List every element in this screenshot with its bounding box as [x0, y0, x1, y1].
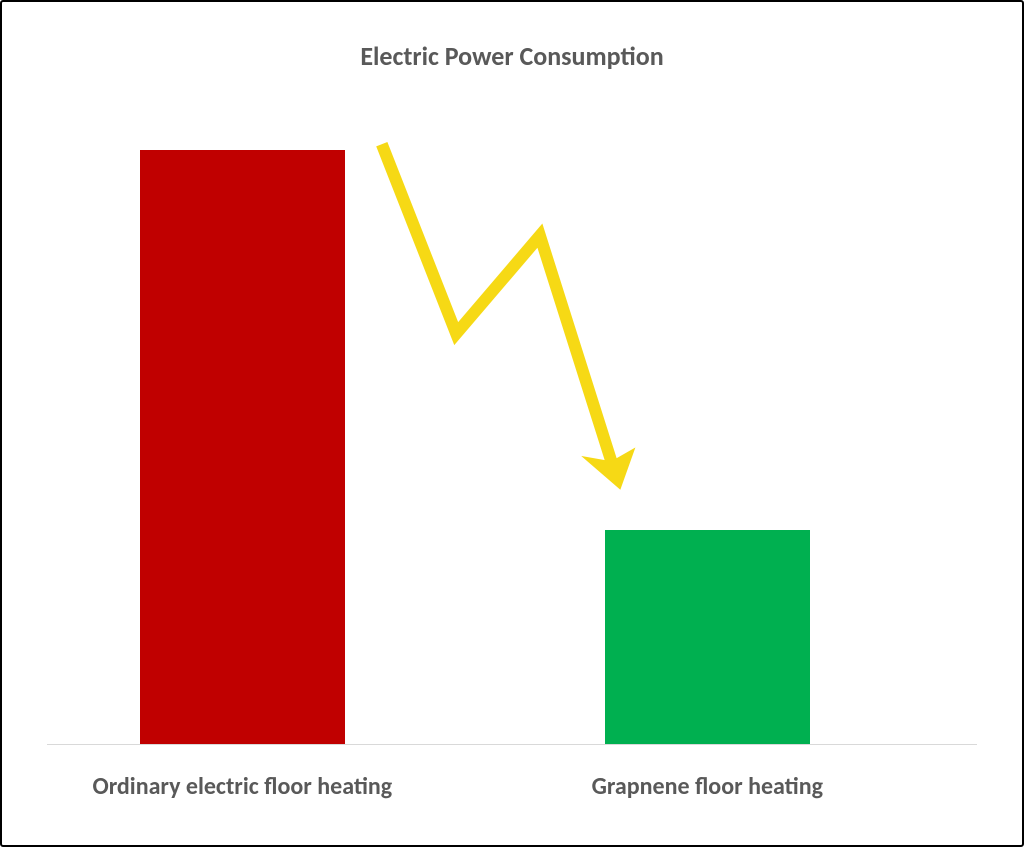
- x-label-ordinary: Ordinary electric floor heating: [92, 772, 392, 801]
- bar-graphene: [605, 530, 810, 744]
- chart-title: Electric Power Consumption: [22, 40, 1002, 72]
- x-label-graphene: Grapnene floor heating: [592, 772, 823, 801]
- x-axis-labels: Ordinary electric floor heating Grapnene…: [47, 760, 977, 810]
- chart-container: Electric Power Consumption Ordinary elec…: [0, 0, 1024, 847]
- x-axis-baseline: [47, 744, 977, 745]
- bar-ordinary: [140, 150, 345, 744]
- plot-area: [47, 92, 977, 745]
